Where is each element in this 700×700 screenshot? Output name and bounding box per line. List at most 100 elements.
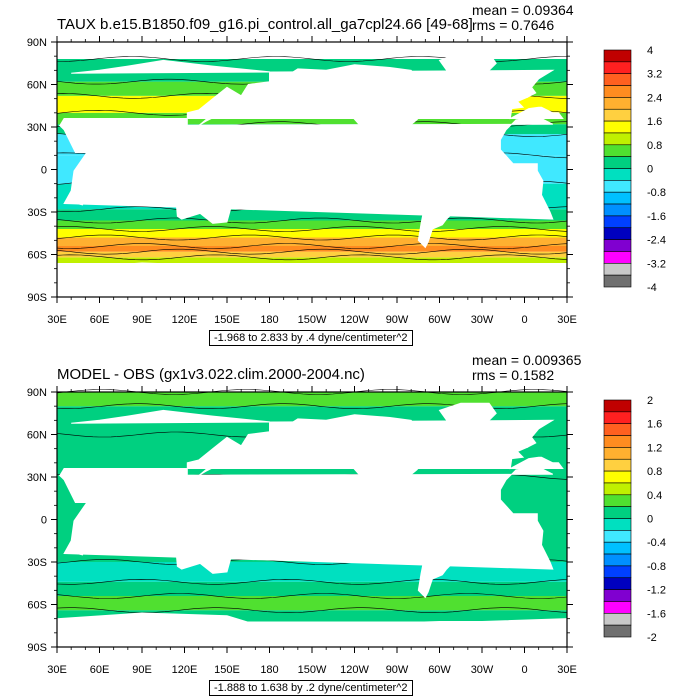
colorbar-swatch [603,458,632,472]
lat-tick-label: 30N [27,122,47,134]
lon-tick-label: 120W [340,664,369,676]
colorbar-swatch [603,612,632,626]
lat-tick-label: 90S [27,292,47,304]
contour-band-7 [57,209,567,221]
panel2-rms: rms = 0.1582 [472,367,555,383]
contour-band-6 [57,220,567,229]
lat-tick-label: 0 [41,515,47,527]
lon-tick-label: 120W [340,314,369,326]
colorbar-label: 1.6 [647,419,662,431]
colorbar-swatch [603,447,632,460]
colorbar-swatch [603,97,632,110]
lat-tick-label: 60N [27,430,47,442]
panel2-mean: mean = 0.009365 [472,352,582,368]
colorbar-swatch [603,49,632,63]
colorbar-label: 3.2 [647,69,662,81]
lat-tick-label: 90S [27,642,47,654]
contour-band-8 [57,392,567,407]
colorbar-swatch [603,435,632,448]
lon-tick-label: 30E [47,664,67,676]
colorbar: 4 3.2 2.4 1.6 0.8 0 -0.8 -1.6 -2.4 -3.2 -4 [603,45,666,294]
land-sumatra [147,511,167,529]
colorbar-swatch [603,203,632,217]
colorbar-swatch [603,120,632,134]
land-africa [58,116,554,220]
land-japan [198,457,217,477]
colorbar-swatch [603,601,632,614]
land-madagascar [76,185,86,206]
contour-line-1 [56,254,568,261]
colorbar-label: -1.6 [647,211,666,223]
colorbar-swatch [603,73,632,86]
lon-tick-label: 30E [47,314,67,326]
contour-band-16 [57,42,567,59]
land-greenland [438,402,497,436]
colorbar-swatch [603,156,632,169]
colorbar-label: 0 [647,514,653,526]
colorbar-swatch [603,506,632,519]
lon-tick-label: 90E [132,664,152,676]
colorbar-label: 4 [647,45,653,57]
contour-line-6 [56,217,568,224]
contour-band-3 [57,581,567,596]
colorbar-swatch [603,168,632,181]
colorbar-label: 0 [647,164,653,176]
colorbar-swatch [603,411,632,424]
colorbar-label: -3.2 [647,258,666,270]
lat-tick-label: 60N [27,80,47,92]
lon-tick-label: 150W [298,664,327,676]
colorbar-swatch [603,239,632,252]
land-borneo [168,161,183,176]
colorbar-label: 0.8 [647,466,662,478]
colorbar-swatch [603,530,632,543]
lon-tick-label: 0 [521,664,527,676]
land-new-guinea [198,170,229,182]
lat-tick-label: 60S [27,250,47,262]
panel1-mean: mean = 0.09364 [472,2,574,18]
colorbar-label: 2.4 [647,92,662,104]
colorbar-label: -0.8 [647,187,666,199]
colorbar-swatch [603,132,632,146]
lon-tick-label: 30W [471,664,494,676]
colorbar-swatch [603,215,632,229]
contour-line-5 [56,226,568,232]
land-australia [175,184,232,224]
colorbar-swatch [603,399,632,413]
colorbar-swatch [603,180,632,193]
land-uk [515,86,529,100]
lon-tick-label: 90W [386,664,409,676]
colorbar-swatch [603,541,632,555]
land-africa [58,466,554,570]
land-masks [56,402,568,648]
contour-line-4 [56,234,568,241]
lon-tick-label: 30E [557,664,577,676]
lon-tick-label: 60W [428,314,451,326]
colorbar-swatch [603,61,632,74]
land-new-guinea [198,520,229,532]
colorbar-swatch [603,565,632,579]
panel2-range-label: -1.888 to 1.638 by .2 dyne/centimeter^2 [209,680,413,696]
lon-tick-label: 30W [471,314,494,326]
contour-band-3 [57,246,567,252]
lat-tick-label: 30N [27,472,47,484]
lon-tick-label: 60E [90,314,110,326]
contour-band-2 [57,251,567,258]
contour-line-3 [56,243,568,249]
contour-line-3 [56,578,568,585]
lon-tick-label: 60W [428,664,451,676]
land-sumatra [147,161,167,179]
lon-tick-label: 120E [172,664,198,676]
lon-tick-label: 150E [214,314,240,326]
contour-band-4 [57,237,567,246]
land-borneo [168,511,183,526]
colorbar-swatch [603,251,632,264]
lon-tick-label: 90E [132,314,152,326]
land-madagascar [76,535,86,556]
lon-tick-label: 180 [260,314,278,326]
lon-tick-label: 150W [298,314,327,326]
colorbar-swatch [603,553,632,567]
colorbar-swatch [603,577,632,590]
land-australia [175,534,232,574]
colorbar-label: -1.6 [647,608,666,620]
